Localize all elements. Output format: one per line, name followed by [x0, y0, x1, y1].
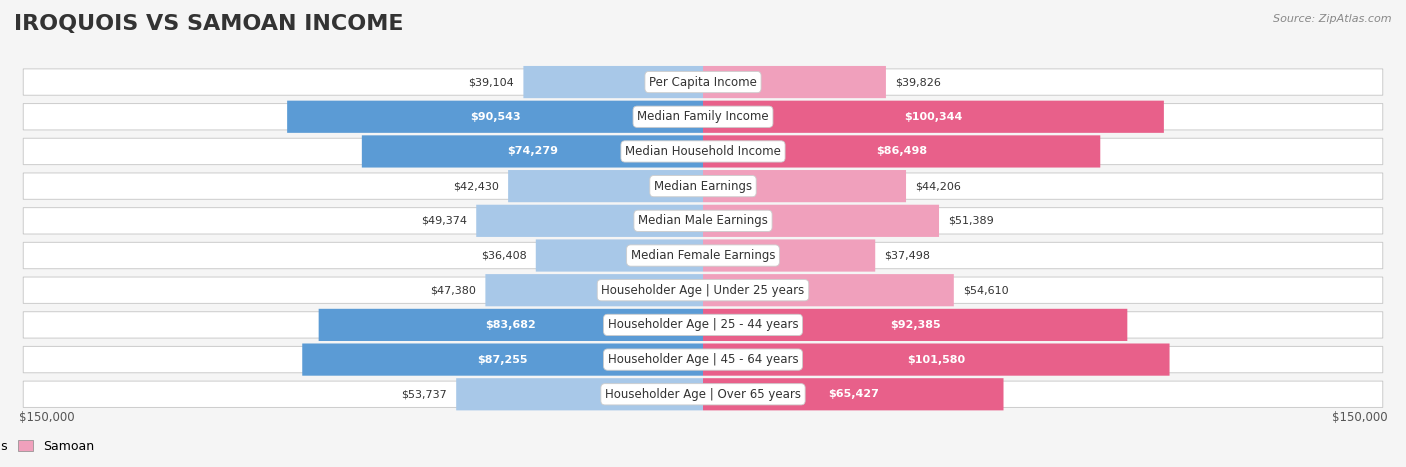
- FancyBboxPatch shape: [703, 101, 1164, 133]
- Text: $39,104: $39,104: [468, 77, 515, 87]
- FancyBboxPatch shape: [703, 135, 1101, 168]
- FancyBboxPatch shape: [456, 378, 703, 410]
- Text: $51,389: $51,389: [948, 216, 994, 226]
- FancyBboxPatch shape: [24, 277, 1382, 304]
- FancyBboxPatch shape: [703, 309, 1128, 341]
- Text: $90,543: $90,543: [470, 112, 520, 122]
- Text: Householder Age | 45 - 64 years: Householder Age | 45 - 64 years: [607, 353, 799, 366]
- Text: $49,374: $49,374: [420, 216, 467, 226]
- FancyBboxPatch shape: [24, 173, 1382, 199]
- FancyBboxPatch shape: [24, 381, 1382, 408]
- FancyBboxPatch shape: [523, 66, 703, 98]
- Text: $37,498: $37,498: [884, 250, 931, 261]
- FancyBboxPatch shape: [703, 378, 1004, 410]
- FancyBboxPatch shape: [703, 66, 886, 98]
- Text: $86,498: $86,498: [876, 147, 927, 156]
- Text: Householder Age | Under 25 years: Householder Age | Under 25 years: [602, 284, 804, 297]
- Text: $65,427: $65,427: [828, 389, 879, 399]
- FancyBboxPatch shape: [24, 69, 1382, 95]
- FancyBboxPatch shape: [24, 242, 1382, 269]
- Text: IROQUOIS VS SAMOAN INCOME: IROQUOIS VS SAMOAN INCOME: [14, 14, 404, 34]
- Text: $53,737: $53,737: [401, 389, 447, 399]
- FancyBboxPatch shape: [361, 135, 703, 168]
- FancyBboxPatch shape: [24, 104, 1382, 130]
- Text: Median Earnings: Median Earnings: [654, 180, 752, 192]
- Legend: Iroquois, Samoan: Iroquois, Samoan: [0, 435, 100, 458]
- FancyBboxPatch shape: [703, 240, 875, 272]
- FancyBboxPatch shape: [24, 138, 1382, 165]
- Text: $150,000: $150,000: [1331, 411, 1388, 425]
- FancyBboxPatch shape: [703, 205, 939, 237]
- FancyBboxPatch shape: [703, 170, 905, 202]
- Text: $100,344: $100,344: [904, 112, 963, 122]
- FancyBboxPatch shape: [24, 311, 1382, 338]
- Text: $92,385: $92,385: [890, 320, 941, 330]
- FancyBboxPatch shape: [287, 101, 703, 133]
- Text: $150,000: $150,000: [18, 411, 75, 425]
- Text: Per Capita Income: Per Capita Income: [650, 76, 756, 89]
- Text: Householder Age | 25 - 44 years: Householder Age | 25 - 44 years: [607, 318, 799, 332]
- FancyBboxPatch shape: [302, 344, 703, 375]
- Text: Median Household Income: Median Household Income: [626, 145, 780, 158]
- Text: $44,206: $44,206: [915, 181, 962, 191]
- Text: $47,380: $47,380: [430, 285, 477, 295]
- Text: $54,610: $54,610: [963, 285, 1008, 295]
- FancyBboxPatch shape: [703, 344, 1170, 375]
- Text: Median Family Income: Median Family Income: [637, 110, 769, 123]
- FancyBboxPatch shape: [24, 347, 1382, 373]
- FancyBboxPatch shape: [485, 274, 703, 306]
- Text: $83,682: $83,682: [485, 320, 536, 330]
- FancyBboxPatch shape: [536, 240, 703, 272]
- FancyBboxPatch shape: [319, 309, 703, 341]
- Text: $74,279: $74,279: [508, 147, 558, 156]
- Text: $87,255: $87,255: [478, 354, 527, 365]
- Text: $36,408: $36,408: [481, 250, 527, 261]
- FancyBboxPatch shape: [477, 205, 703, 237]
- Text: Source: ZipAtlas.com: Source: ZipAtlas.com: [1274, 14, 1392, 24]
- Text: Median Female Earnings: Median Female Earnings: [631, 249, 775, 262]
- Text: $39,826: $39,826: [896, 77, 941, 87]
- Text: Householder Age | Over 65 years: Householder Age | Over 65 years: [605, 388, 801, 401]
- FancyBboxPatch shape: [703, 274, 953, 306]
- Text: Median Male Earnings: Median Male Earnings: [638, 214, 768, 227]
- Text: $42,430: $42,430: [453, 181, 499, 191]
- FancyBboxPatch shape: [24, 208, 1382, 234]
- Text: $101,580: $101,580: [907, 354, 966, 365]
- FancyBboxPatch shape: [508, 170, 703, 202]
